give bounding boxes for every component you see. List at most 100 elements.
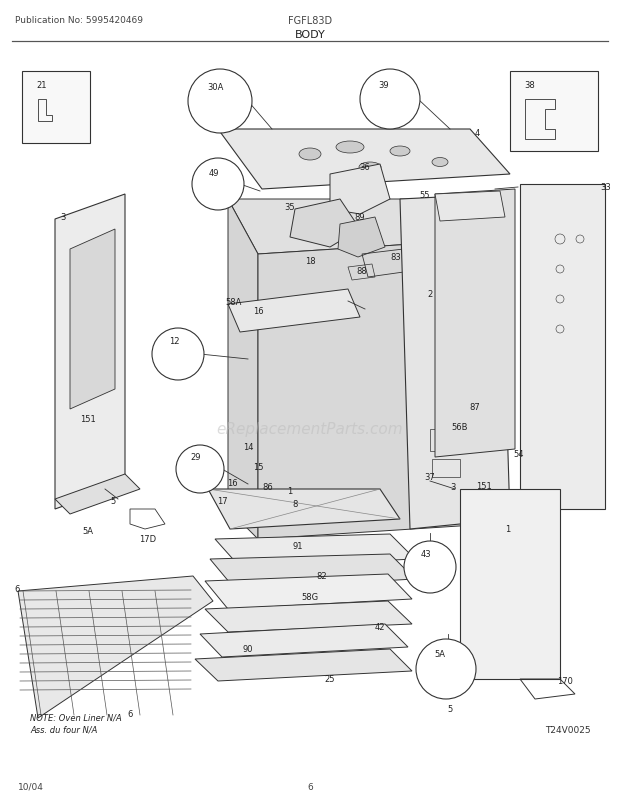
Text: 82: 82	[317, 572, 327, 581]
Circle shape	[152, 329, 204, 380]
Text: 37: 37	[425, 473, 435, 482]
Text: 170: 170	[557, 677, 573, 686]
Polygon shape	[435, 192, 505, 221]
Text: 21: 21	[37, 81, 47, 91]
Polygon shape	[330, 164, 390, 215]
Ellipse shape	[390, 147, 410, 157]
Polygon shape	[70, 229, 115, 410]
Text: 4: 4	[475, 129, 480, 138]
Circle shape	[192, 159, 244, 211]
Circle shape	[416, 639, 476, 699]
Text: 15: 15	[253, 463, 264, 472]
Text: 17: 17	[216, 497, 228, 506]
Text: 87: 87	[469, 403, 481, 412]
Polygon shape	[228, 200, 258, 539]
Text: Publication No: 5995420469: Publication No: 5995420469	[15, 16, 143, 25]
Text: 55: 55	[420, 190, 430, 199]
Polygon shape	[55, 475, 140, 514]
Text: 1: 1	[288, 487, 293, 496]
Text: 58A: 58A	[225, 298, 241, 307]
Text: 14: 14	[243, 443, 253, 452]
Text: 30A: 30A	[207, 83, 223, 92]
Ellipse shape	[299, 149, 321, 160]
Text: 5: 5	[448, 705, 453, 714]
Bar	[190, 464, 208, 481]
Text: 151: 151	[80, 415, 96, 424]
Polygon shape	[228, 290, 360, 333]
Text: 16: 16	[227, 479, 237, 488]
Text: 151: 151	[476, 482, 492, 491]
Text: NOTE: Oven Liner N/A: NOTE: Oven Liner N/A	[30, 713, 122, 722]
Polygon shape	[205, 602, 412, 632]
Polygon shape	[228, 200, 490, 255]
Text: 88: 88	[356, 267, 368, 276]
Text: 91: 91	[293, 542, 303, 551]
Ellipse shape	[336, 142, 364, 154]
Text: 36: 36	[360, 162, 370, 172]
Text: 33: 33	[600, 184, 611, 192]
Bar	[430, 429, 465, 452]
Polygon shape	[218, 130, 510, 190]
Ellipse shape	[359, 163, 381, 172]
Text: 3: 3	[60, 213, 65, 222]
Text: 29: 29	[191, 453, 202, 462]
Text: 16: 16	[253, 307, 264, 316]
Text: 38: 38	[525, 81, 536, 91]
Circle shape	[360, 70, 420, 130]
Polygon shape	[200, 624, 408, 657]
Polygon shape	[290, 200, 360, 248]
Text: 2: 2	[427, 290, 433, 299]
Text: eReplacementParts.com: eReplacementParts.com	[216, 422, 404, 437]
Text: 6: 6	[307, 782, 313, 791]
Text: 5A: 5A	[435, 650, 446, 658]
Polygon shape	[460, 489, 560, 679]
Polygon shape	[400, 195, 510, 529]
Polygon shape	[208, 489, 400, 529]
Polygon shape	[338, 217, 385, 257]
Text: 43: 43	[421, 550, 432, 559]
Polygon shape	[205, 574, 412, 610]
Text: FGFL83D: FGFL83D	[288, 16, 332, 26]
Circle shape	[404, 541, 456, 593]
Text: 83: 83	[391, 253, 401, 262]
Text: 56B: 56B	[452, 423, 468, 432]
Polygon shape	[215, 534, 415, 567]
Circle shape	[188, 70, 252, 134]
Text: 35: 35	[285, 203, 295, 213]
Text: 6: 6	[14, 585, 19, 593]
Text: 3: 3	[451, 483, 456, 492]
Text: 54: 54	[513, 450, 523, 459]
Text: 90: 90	[243, 645, 253, 654]
Polygon shape	[210, 554, 415, 589]
Text: 39: 39	[379, 80, 389, 89]
Bar	[432, 460, 460, 477]
Polygon shape	[258, 240, 490, 539]
Text: 49: 49	[209, 169, 219, 178]
Text: 18: 18	[304, 257, 316, 266]
Circle shape	[176, 445, 224, 493]
Text: 8: 8	[292, 500, 298, 508]
Text: 5A: 5A	[82, 527, 94, 536]
Text: T24V0025: T24V0025	[545, 725, 591, 734]
Ellipse shape	[432, 158, 448, 168]
Bar	[510, 72, 598, 152]
Text: 17D: 17D	[140, 535, 157, 544]
Polygon shape	[435, 190, 515, 457]
Polygon shape	[18, 577, 213, 718]
Text: 10/04: 10/04	[18, 782, 44, 791]
Polygon shape	[55, 195, 125, 509]
Text: 12: 12	[169, 337, 179, 346]
Text: 42: 42	[374, 622, 385, 632]
Polygon shape	[200, 100, 235, 118]
Text: 58G: 58G	[301, 593, 319, 602]
Bar	[22, 72, 90, 144]
Text: 89: 89	[355, 213, 365, 222]
Text: 86: 86	[263, 483, 273, 492]
Polygon shape	[520, 184, 605, 509]
Polygon shape	[195, 649, 412, 681]
Text: 25: 25	[325, 674, 335, 683]
Text: BODY: BODY	[294, 30, 326, 40]
Text: 1: 1	[505, 525, 510, 534]
Text: 6: 6	[127, 710, 133, 719]
Text: Ass. du four N/A: Ass. du four N/A	[30, 725, 97, 734]
